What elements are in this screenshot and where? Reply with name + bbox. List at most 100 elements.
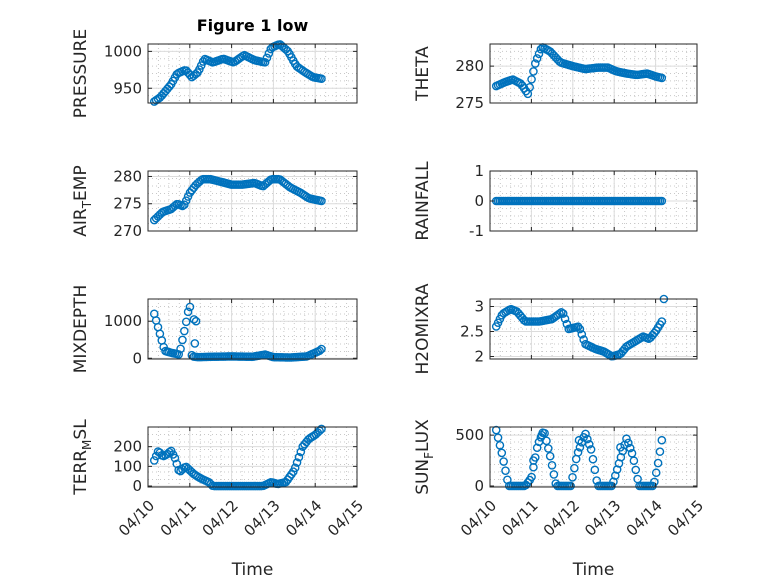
data-point — [566, 481, 575, 491]
data-point — [631, 465, 641, 475]
data-point — [178, 335, 187, 345]
y-tick-label: 1000 — [104, 42, 142, 60]
data-point — [294, 452, 304, 462]
data-point — [180, 200, 189, 210]
data-point — [651, 468, 661, 478]
chart-title: Figure 1 low — [197, 16, 309, 35]
data-point — [542, 436, 551, 446]
data-series — [149, 302, 326, 362]
data-point — [607, 481, 616, 491]
data-point — [185, 70, 195, 80]
data-point — [315, 346, 324, 355]
y-tick-label: 0 — [132, 349, 142, 367]
data-point — [185, 302, 195, 312]
x-tick-label: 04/15 — [324, 497, 367, 540]
data-point — [149, 456, 159, 465]
data-point — [532, 443, 542, 453]
data-point — [262, 53, 272, 63]
data-series — [491, 425, 667, 491]
data-point — [260, 57, 270, 67]
y-tick-label: 270 — [113, 222, 142, 240]
data-point — [317, 74, 326, 83]
y-axis-label: THETA — [413, 46, 433, 102]
data-point — [530, 59, 540, 68]
data-point — [290, 463, 300, 473]
axes-box — [489, 426, 698, 488]
data-point — [650, 477, 659, 487]
data-point — [264, 49, 274, 58]
data-point — [170, 453, 180, 463]
subplot-6: 2 2.5 3 H2OMIXRA — [413, 283, 698, 375]
y-tick-label: 2 — [474, 348, 484, 366]
x-tick-label: 04/11 — [157, 497, 200, 540]
data-point — [183, 307, 193, 317]
data-point — [317, 344, 326, 354]
data-point — [588, 454, 598, 464]
y-tick-label: 100 — [113, 457, 142, 475]
data-point — [180, 326, 189, 336]
y-axis-label: AIRTEMP — [71, 165, 94, 236]
data-series — [491, 196, 667, 206]
data-series — [491, 294, 669, 361]
data-point — [624, 438, 633, 448]
data-point — [292, 458, 302, 467]
y-tick-label: 1 — [474, 162, 484, 180]
y-tick-label: 200 — [113, 438, 142, 456]
data-point — [317, 196, 326, 206]
data-point — [586, 445, 596, 454]
x-tick-label: 04/15 — [664, 497, 707, 540]
y-tick-label: 500 — [455, 426, 484, 444]
y-tick-label: 1000 — [104, 312, 142, 330]
data-point — [655, 447, 665, 456]
data-point — [657, 73, 667, 83]
data-point — [560, 314, 570, 324]
x-tick-label: 04/12 — [540, 497, 583, 540]
x-tick-label: 04/13 — [581, 497, 624, 540]
y-tick-label: 0 — [132, 477, 142, 495]
data-point — [568, 472, 577, 482]
y-tick-label: 2.5 — [460, 323, 484, 341]
data-point — [590, 465, 600, 475]
data-point — [581, 429, 590, 439]
data-point — [499, 457, 508, 466]
data-series — [491, 43, 667, 99]
data-point — [573, 448, 583, 457]
y-tick-label: 275 — [455, 94, 484, 112]
x-axis-label: Time — [572, 560, 615, 580]
x-tick-label: 04/14 — [282, 497, 325, 540]
data-point — [529, 67, 538, 76]
data-point — [558, 309, 568, 318]
data-point — [181, 317, 191, 327]
data-point — [573, 322, 583, 332]
data-point — [616, 443, 625, 452]
x-tick-label: 04/14 — [623, 497, 666, 540]
data-point — [657, 317, 667, 326]
y-axis-label: RAINFALL — [413, 161, 433, 241]
data-point — [525, 82, 535, 92]
data-point — [534, 49, 544, 59]
x-tick-label: 04/10 — [457, 497, 500, 540]
data-point — [657, 435, 667, 445]
data-point — [547, 461, 557, 470]
data-point — [495, 440, 505, 450]
data-point — [570, 463, 579, 473]
data-point — [557, 308, 566, 317]
data-point — [529, 456, 538, 465]
data-point — [544, 444, 553, 453]
x-tick-label: 04/12 — [199, 497, 242, 540]
y-tick-label: 950 — [113, 79, 142, 97]
x-tick-label: 04/10 — [115, 497, 158, 540]
y-tick-label: 280 — [113, 167, 142, 185]
y-axis-label: SUNFLUX — [413, 419, 436, 495]
data-point — [497, 448, 507, 458]
data-point — [183, 192, 193, 201]
data-point — [653, 458, 663, 468]
x-tick-label: 04/13 — [240, 497, 283, 540]
data-series — [149, 174, 326, 225]
data-point — [549, 470, 559, 479]
data-point — [196, 61, 206, 70]
y-axis-label: TERRMSL — [71, 419, 94, 496]
data-point — [657, 196, 667, 206]
